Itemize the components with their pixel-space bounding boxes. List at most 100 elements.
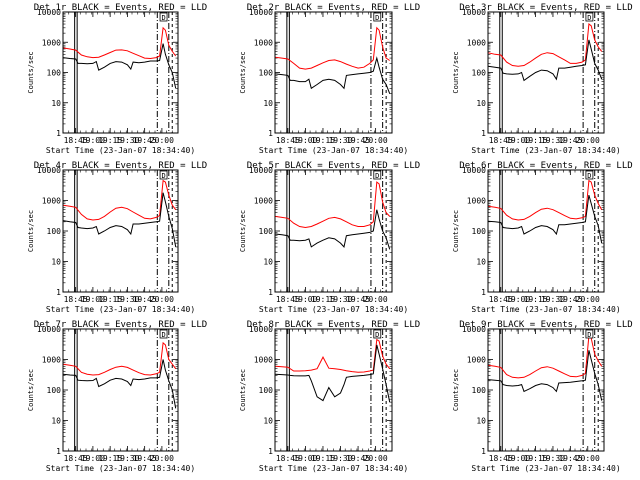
x-tick-label: 19:00 <box>81 136 105 145</box>
marker-box <box>585 329 594 339</box>
x-tick-label: 20:00 <box>150 136 174 145</box>
y-axis-label: Counts/sec <box>239 369 247 411</box>
y-tick-label: 10000 <box>462 8 486 17</box>
x-tick-label: 19:30 <box>328 136 352 145</box>
series-group <box>63 26 177 89</box>
chart-panel: Det 6r BLACK = Events, RED = LLD 1 10 100 10… <box>452 161 633 314</box>
x-tick-label: 18:45 <box>276 295 300 304</box>
y-tick-label: 10000 <box>249 166 273 175</box>
events-series-line <box>63 192 177 247</box>
marker-label: D <box>375 172 379 180</box>
panel-title: Det 2r BLACK = Events, RED = LLD <box>247 3 420 13</box>
panel-title: Det 4r BLACK = Events, RED = LLD <box>34 161 207 171</box>
y-tick-label: 10000 <box>462 325 486 334</box>
marker-label: D <box>587 14 591 22</box>
marker-label: D <box>375 14 379 22</box>
marker-box <box>585 170 594 180</box>
x-axis-label: Start Time (23-Jan-07 18:34:40) <box>46 305 195 314</box>
y-tick-label: 1000 <box>42 356 61 365</box>
events-series-line <box>275 209 391 250</box>
marker-box <box>159 329 168 339</box>
x-tick-label: 19:30 <box>115 295 139 304</box>
y-tick-label: 1000 <box>254 356 273 365</box>
x-tick-label: 19:30 <box>115 454 139 463</box>
chart-panel: Det 8r BLACK = Events, RED = LLD 1 10 100 10… <box>239 320 420 473</box>
marker-label: D <box>161 14 165 22</box>
y-axis-label: Counts/sec <box>27 369 35 411</box>
x-axis-label: Start Time (23-Jan-07 18:34:40) <box>259 146 408 155</box>
y-tick-label: 100 <box>259 227 274 236</box>
plot-frame <box>487 11 605 134</box>
y-tick-label: 100 <box>472 227 487 236</box>
lld-series-line <box>488 23 603 67</box>
x-tick-label: 20:00 <box>576 295 600 304</box>
x-tick-label: 19:15 <box>311 136 335 145</box>
series-group <box>488 334 603 401</box>
chart-panel: Det 1r BLACK = Events, RED = LLD 1 10 100 10… <box>27 3 207 155</box>
x-tick-label: 18:45 <box>64 136 88 145</box>
events-series-line <box>275 56 391 94</box>
y-tick-label: 10000 <box>249 325 273 334</box>
x-tick-label: 19:45 <box>346 454 370 463</box>
x-tick-label: 18:45 <box>64 295 88 304</box>
y-tick-label: 10 <box>51 99 61 108</box>
events-series-line <box>488 350 603 401</box>
x-tick-label: 19:15 <box>98 136 122 145</box>
series-group <box>63 341 177 409</box>
y-tick-label: 100 <box>47 69 62 78</box>
y-tick-label: 1 <box>56 129 61 138</box>
x-axis-label: Start Time (23-Jan-07 18:34:40) <box>471 464 620 473</box>
lld-series-line <box>63 179 177 221</box>
x-tick-label: 19:00 <box>506 295 530 304</box>
y-tick-label: 10000 <box>37 166 61 175</box>
y-tick-label: 1000 <box>254 197 273 206</box>
x-tick-label: 19:00 <box>506 136 530 145</box>
x-tick-label: 18:45 <box>489 454 513 463</box>
y-tick-label: 1 <box>268 129 273 138</box>
y-tick-label: 10 <box>263 99 273 108</box>
x-tick-label: 19:00 <box>293 295 317 304</box>
x-tick-label: 18:45 <box>489 136 513 145</box>
x-tick-label: 18:45 <box>64 454 88 463</box>
chart-panel: Det 7r BLACK = Events, RED = LLD 1 10 100 10… <box>27 320 207 473</box>
x-tick-label: 19:30 <box>541 136 565 145</box>
x-tick-label: 19:45 <box>133 295 157 304</box>
panel-title: Det 6r BLACK = Events, RED = LLD <box>459 161 632 171</box>
y-tick-label: 100 <box>47 386 62 395</box>
y-tick-label: 10000 <box>37 8 61 17</box>
chart-panel: Det 2r BLACK = Events, RED = LLD 1 10 100 10… <box>239 3 420 155</box>
series-group <box>275 26 391 94</box>
y-tick-label: 10000 <box>37 325 61 334</box>
marker-label: D <box>375 331 379 339</box>
x-tick-label: 19:00 <box>81 295 105 304</box>
lld-series-line <box>63 26 177 60</box>
x-tick-label: 20:00 <box>364 454 388 463</box>
panel-title: Det 1r BLACK = Events, RED = LLD <box>34 3 207 13</box>
y-tick-label: 1000 <box>42 38 61 47</box>
x-tick-label: 19:30 <box>541 454 565 463</box>
plot-frame <box>274 11 393 134</box>
y-tick-label: 1000 <box>467 356 486 365</box>
series-group <box>63 179 177 247</box>
x-tick-label: 20:00 <box>364 295 388 304</box>
y-axis-label: Counts/sec <box>452 369 460 411</box>
x-tick-label: 20:00 <box>576 454 600 463</box>
x-tick-label: 20:00 <box>150 295 174 304</box>
marker-box <box>159 12 168 22</box>
x-tick-label: 20:00 <box>150 454 174 463</box>
y-tick-label: 10 <box>476 258 486 267</box>
plot-frame <box>62 11 179 134</box>
y-tick-label: 1000 <box>42 197 61 206</box>
x-tick-label: 19:15 <box>524 454 548 463</box>
plot-frame <box>487 328 605 452</box>
y-tick-label: 10 <box>263 417 273 426</box>
marker-label: D <box>587 331 591 339</box>
panel-title: Det 7r BLACK = Events, RED = LLD <box>34 320 207 330</box>
x-tick-label: 19:45 <box>558 295 582 304</box>
series-group <box>488 179 603 244</box>
x-axis-label: Start Time (23-Jan-07 18:34:40) <box>471 305 620 314</box>
x-tick-label: 19:45 <box>346 136 370 145</box>
y-tick-label: 1 <box>56 288 61 297</box>
x-axis-label: Start Time (23-Jan-07 18:34:40) <box>46 464 195 473</box>
y-tick-label: 10 <box>263 258 273 267</box>
